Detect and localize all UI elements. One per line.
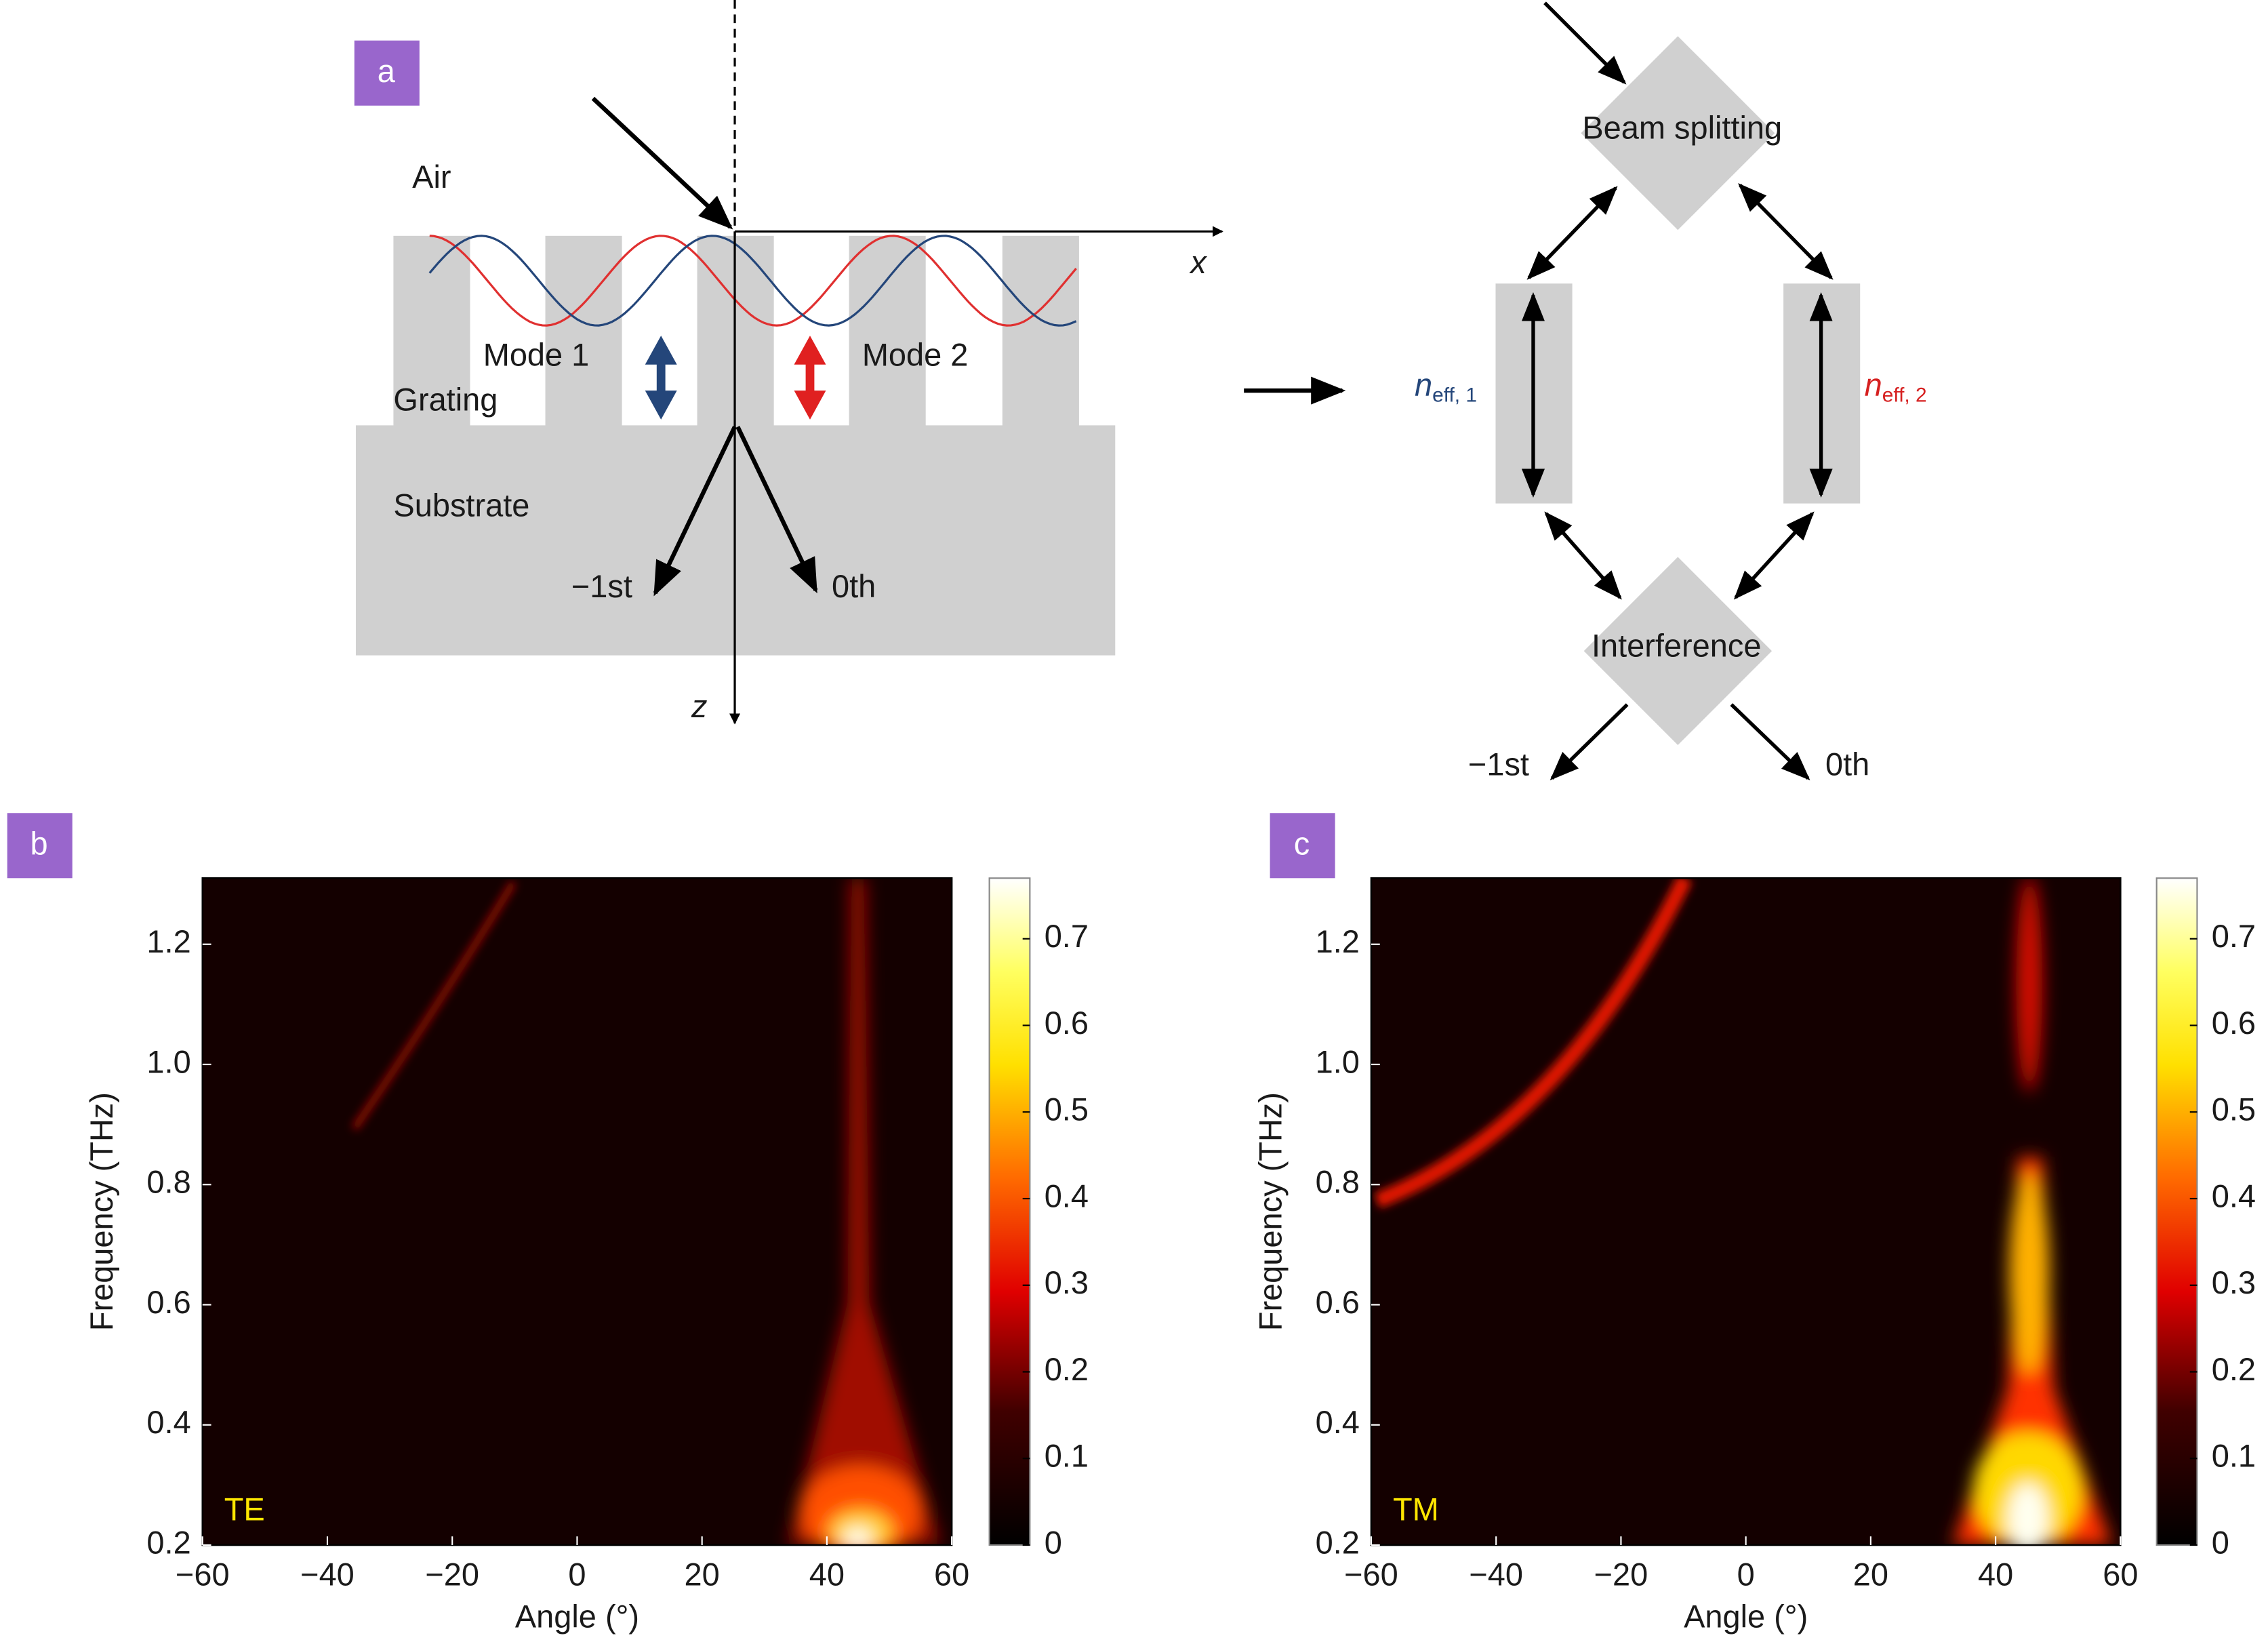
grating-label: Grating: [393, 382, 498, 418]
y-tick-label: 0.8: [146, 1165, 190, 1200]
x-tick-label: −20: [425, 1557, 479, 1592]
y-tick-label: 0.2: [1316, 1525, 1360, 1560]
order-label: 0th: [832, 569, 876, 604]
x-tick-label: 20: [685, 1557, 720, 1592]
diffracted-beam: [653, 426, 737, 597]
split-node: [1581, 36, 1775, 231]
colorbar-tick-label: 0.1: [2212, 1439, 2256, 1474]
colorbar-tick-label: 0.7: [1045, 919, 1089, 954]
incident-beam: [591, 96, 733, 230]
x-tick-label: 60: [934, 1557, 969, 1592]
x-tick-label: −40: [300, 1557, 355, 1592]
panel-badge: [1270, 813, 1335, 879]
mode1-arrow: [645, 336, 677, 420]
panel-label: c: [1294, 826, 1310, 862]
colorbar-tick-label: 0.5: [1045, 1092, 1089, 1127]
heatmap-image: [202, 878, 952, 1546]
panel-label: b: [31, 826, 48, 862]
y-axis-label: Frequency (THz): [84, 1092, 119, 1331]
colorbar: [2155, 877, 2198, 1546]
y-tick-label: 1.0: [146, 1044, 190, 1079]
n-eff-label: neff, 1: [1415, 367, 1477, 406]
colorbar-tick-label: 0.7: [2212, 919, 2256, 954]
axis-label: z: [691, 689, 707, 724]
n-eff-label: neff, 2: [1865, 367, 1927, 406]
mode-label: Mode 2: [862, 337, 969, 372]
colorbar-tick-label: 0.3: [1045, 1265, 1089, 1300]
x-tick-label: 40: [1978, 1557, 2013, 1592]
y-tick-label: 0.4: [146, 1405, 190, 1440]
colorbar-tick-label: 0.6: [2212, 1005, 2256, 1041]
colorbar-tick-label: 0.3: [2212, 1265, 2256, 1300]
colorbar-tick-label: 0.5: [2212, 1092, 2256, 1127]
y-tick-label: 1.2: [146, 924, 190, 959]
panel-label: a: [378, 54, 396, 89]
colorbar: [988, 877, 1031, 1546]
x-tick-label: 0: [1737, 1557, 1755, 1592]
y-tick-label: 0.2: [146, 1525, 190, 1560]
mode-label: TE: [224, 1491, 265, 1527]
colorbar-tick-label: 0.4: [1045, 1178, 1089, 1214]
x-tick-label: 20: [1853, 1557, 1888, 1592]
x-tick-label: −20: [1594, 1557, 1648, 1592]
n-symbol: n: [1415, 367, 1432, 403]
mode2-arrow: [794, 336, 826, 420]
colorbar-tick-label: 0: [2212, 1525, 2229, 1560]
mode-wave: [429, 235, 1077, 327]
colorbar-tick-label: 0.2: [1045, 1352, 1089, 1387]
x-axis-label: Angle (°): [1684, 1599, 1808, 1634]
x-tick-label: 40: [809, 1557, 845, 1592]
heatmap-image: [1371, 878, 2121, 1546]
y-tick-label: 0.4: [1316, 1405, 1360, 1440]
order-label: 0th: [1825, 746, 1869, 782]
axis-label: x: [1189, 245, 1207, 280]
mode-wave: [428, 235, 1077, 327]
node-label: Interference: [1592, 628, 1761, 663]
x-tick-label: 0: [568, 1557, 586, 1592]
colorbar-tick-label: 0.2: [2212, 1352, 2256, 1387]
mode-label: Mode 1: [483, 337, 590, 372]
flow-arrows: [1521, 1, 1834, 781]
y-tick-label: 0.6: [146, 1285, 190, 1320]
x-tick-label: −40: [1469, 1557, 1523, 1592]
order-label: −1st: [1468, 746, 1529, 782]
x-tick-label: −60: [176, 1557, 230, 1592]
n-sub: eff, 2: [1882, 384, 1927, 407]
panel-badge: [7, 813, 73, 879]
y-tick-label: 0.8: [1316, 1165, 1360, 1200]
colorbar-tick-label: 0: [1045, 1525, 1062, 1560]
x-tick-label: −60: [1344, 1557, 1398, 1592]
y-axis-label: Frequency (THz): [1253, 1092, 1288, 1331]
colorbar-tick-label: 0.4: [2212, 1178, 2256, 1214]
panel-badge: [354, 40, 420, 106]
interference-node: [1583, 557, 1773, 745]
mode-label: TM: [1393, 1491, 1439, 1527]
n-symbol: n: [1865, 367, 1882, 403]
y-tick-label: 1.0: [1316, 1044, 1360, 1079]
x-axis-label: Angle (°): [515, 1599, 639, 1634]
y-tick-label: 0.6: [1316, 1285, 1360, 1320]
node-label: Beam splitting: [1582, 110, 1782, 145]
air-label: Air: [412, 159, 451, 195]
colorbar-tick-label: 0.1: [1045, 1439, 1089, 1474]
order-label: −1st: [571, 569, 632, 604]
x-tick-label: 60: [2103, 1557, 2138, 1592]
substrate-label: Substrate: [393, 487, 529, 523]
colorbar-tick-label: 0.6: [1045, 1005, 1089, 1041]
y-tick-label: 1.2: [1316, 924, 1360, 959]
n-sub: eff, 1: [1432, 384, 1477, 407]
diffracted-beam: [735, 426, 818, 594]
